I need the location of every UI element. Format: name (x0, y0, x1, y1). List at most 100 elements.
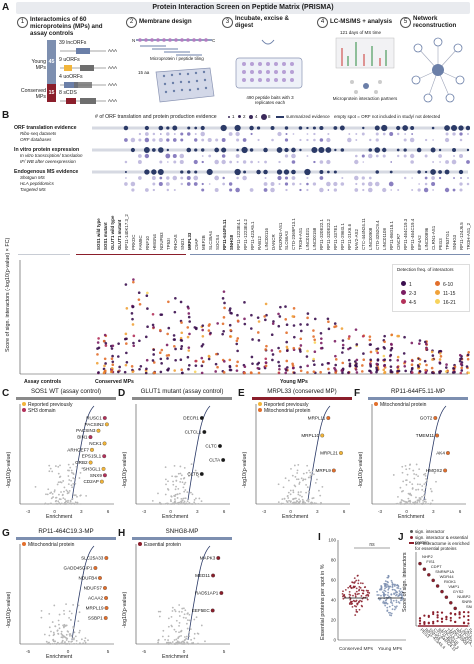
beeswarm-point (353, 577, 356, 580)
background-point (402, 490, 404, 492)
beeswarm-point (394, 591, 397, 594)
background-point (53, 604, 56, 607)
evidence-dot (249, 188, 254, 192)
interactor-point (327, 320, 330, 324)
j-point (436, 616, 439, 619)
evidence-dot (390, 161, 393, 163)
background-point (52, 631, 55, 634)
background-point (48, 634, 51, 637)
interactor-point (369, 358, 372, 362)
evidence-dot (409, 137, 415, 143)
interactor-point (355, 343, 359, 346)
mp-name-53: TROH-AS1_2 (466, 222, 471, 250)
panel_g-letter: G (2, 528, 10, 539)
legend-dot (22, 408, 26, 412)
background-point (277, 483, 280, 486)
evidence-dot (382, 187, 387, 193)
background-point (58, 476, 61, 479)
j-category-label: PEG3 (419, 627, 431, 639)
hit-point (103, 586, 107, 590)
panel_c-volcano: C SOS1 WT (assay control) -log10(p-value) E… (2, 388, 116, 522)
background-point (67, 469, 69, 472)
background-point (184, 638, 186, 641)
interactor-point (250, 313, 253, 317)
mp-name-27: SLC66A3 (284, 231, 290, 250)
evidence-dot (221, 147, 227, 153)
mp-name-23: RAB12 (256, 236, 262, 250)
evidence-dot (201, 155, 204, 157)
interactor-point (110, 370, 114, 373)
gene-label: NDUFB4 (79, 576, 98, 581)
evidence-dot (160, 133, 162, 135)
background-point (409, 481, 411, 484)
evidence-dot (138, 138, 142, 142)
mp-name-12: SND1 (179, 238, 185, 250)
interactor-point (333, 339, 337, 343)
background-point (186, 500, 189, 503)
interactor-point (125, 307, 129, 310)
beeswarm-point (343, 593, 346, 596)
background-point (191, 503, 193, 505)
interactor-point (439, 370, 443, 373)
beeswarm-point (354, 594, 357, 596)
evidence-dot (333, 126, 338, 130)
background-point (429, 488, 432, 490)
gene-label: SLC25A33 (81, 556, 104, 561)
background-point (396, 502, 399, 505)
legend-dot (258, 402, 262, 406)
interactor-point (235, 369, 239, 372)
interactor-point (243, 371, 246, 375)
background-point (58, 613, 61, 616)
beeswarm-point (401, 596, 404, 599)
beeswarm-point (349, 600, 352, 603)
evidence-dot (411, 189, 414, 191)
background-point (78, 477, 81, 479)
interactor-point (368, 338, 372, 342)
beeswarm-point (390, 614, 393, 617)
beeswarm-point (399, 591, 402, 594)
background-point (197, 632, 200, 635)
panel_e-xlabel: Enrichment (282, 514, 309, 520)
background-point (423, 473, 425, 476)
j-point (467, 611, 470, 614)
evidence-dot (144, 169, 150, 175)
background-point (66, 630, 69, 633)
evidence-dot (306, 182, 309, 186)
background-point (282, 486, 285, 489)
evidence-dot (158, 137, 163, 143)
beeswarm-point (357, 582, 360, 585)
interactor-point (97, 337, 100, 340)
evidence-dot (319, 187, 324, 193)
evidence-dot (221, 138, 226, 142)
evidence-dot (362, 126, 365, 130)
interactor-point (158, 351, 162, 355)
beeswarm-point (390, 598, 392, 601)
j-point (440, 617, 444, 620)
interactor-point (306, 323, 309, 326)
interactor-point (270, 333, 274, 337)
interactor-point (159, 370, 163, 374)
background-point (183, 613, 186, 616)
evidence-dot (214, 159, 219, 165)
evidence-dot (367, 181, 373, 187)
interactor-point (167, 353, 171, 357)
background-point (316, 478, 318, 481)
background-point (49, 643, 51, 645)
gene-label: MAPK3 (200, 556, 216, 561)
conserved-count: 15 (48, 90, 55, 96)
interactor-point (306, 312, 310, 315)
background-point (171, 610, 174, 612)
background-point (87, 639, 89, 642)
evidence-dot (374, 147, 381, 153)
evidence-dot (256, 126, 261, 130)
beeswarm-point (367, 589, 370, 592)
interactor-point (174, 297, 177, 300)
gene-label: GADD45GIP1 (64, 566, 93, 571)
interactor-point (411, 371, 414, 374)
background-point (72, 604, 75, 606)
j-gene-label: SNRNP1A (435, 569, 454, 574)
j-point (440, 611, 444, 614)
conserved-mps-label: Conserved MPs (20, 88, 46, 100)
group-label-conserved: Conserved MPs (95, 379, 134, 385)
interactor-point (97, 346, 101, 350)
